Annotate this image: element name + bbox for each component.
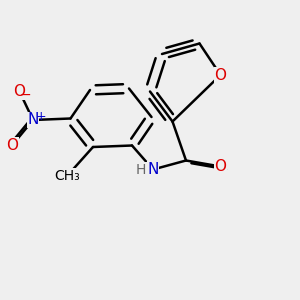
Text: H: H: [136, 163, 146, 176]
Text: −: −: [19, 88, 31, 101]
Text: N: N: [27, 112, 39, 128]
Text: O: O: [214, 159, 226, 174]
Text: N: N: [147, 162, 159, 177]
Text: O: O: [14, 84, 26, 99]
Text: +: +: [35, 110, 46, 124]
Text: O: O: [214, 68, 226, 82]
Text: O: O: [6, 138, 18, 153]
Text: CH₃: CH₃: [55, 169, 80, 182]
